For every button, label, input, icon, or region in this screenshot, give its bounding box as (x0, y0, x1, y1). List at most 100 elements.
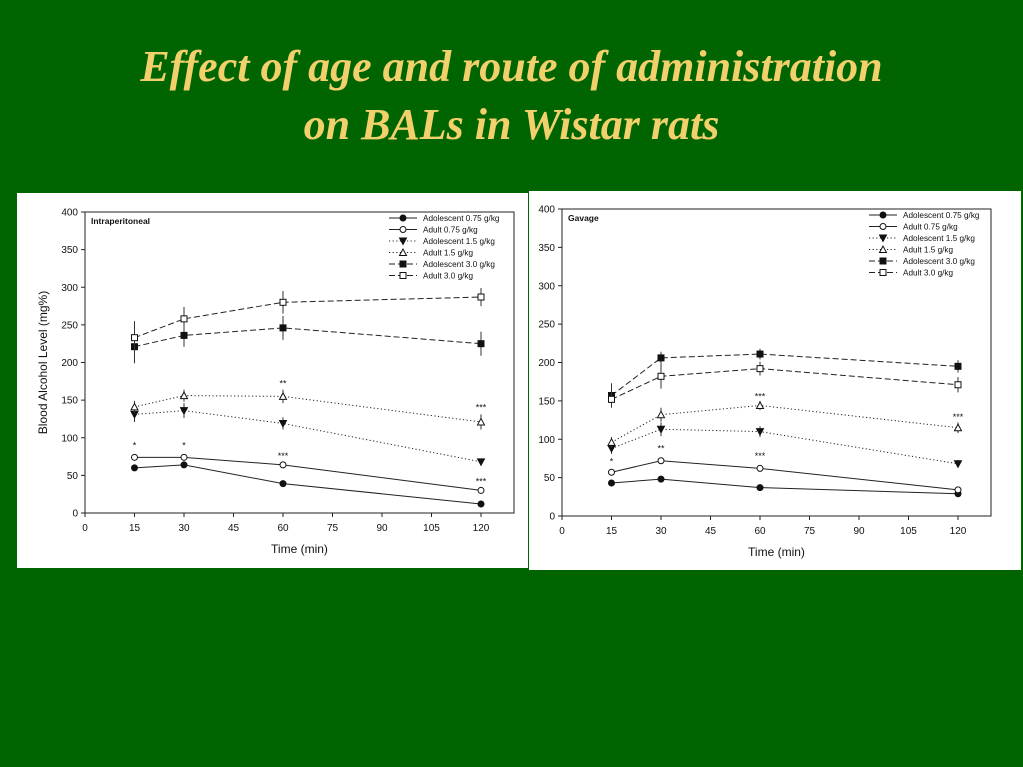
series-line (134, 456, 482, 491)
x-axis-title: Time (min) (748, 545, 805, 559)
legend-marker (879, 211, 887, 219)
series-line (611, 478, 959, 495)
legend-marker (878, 244, 888, 253)
y-tick-label: 250 (61, 320, 78, 331)
y-tick-label: 300 (538, 281, 555, 292)
legend-marker (398, 237, 408, 246)
data-point (477, 500, 485, 508)
series-line (134, 395, 482, 423)
x-tick-label: 60 (277, 523, 289, 534)
x-tick-label: 75 (327, 523, 339, 534)
y-tick-label: 150 (61, 396, 78, 407)
legend-label: Adolescent 1.5 g/kg (903, 234, 975, 243)
legend-marker (879, 223, 887, 230)
x-tick-label: 30 (655, 526, 667, 537)
series-5 (608, 361, 962, 408)
slide-title-line-2: on BALs in Wistar rats (303, 100, 720, 149)
series-1 (131, 453, 485, 494)
significance-marker: *** (278, 451, 289, 461)
data-point (279, 480, 287, 488)
legend-label: Adolescent 3.0 g/kg (423, 260, 495, 269)
legend-label: Adolescent 0.75 g/kg (903, 211, 980, 220)
data-point (278, 419, 288, 429)
series-line (611, 404, 959, 443)
significance-marker: ** (279, 379, 287, 389)
legend-label: Adult 1.5 g/kg (423, 249, 474, 258)
legend-marker (398, 247, 408, 256)
series-line (134, 327, 482, 348)
data-point (756, 484, 764, 492)
y-tick-label: 200 (538, 358, 555, 369)
slide-title-line-1: Effect of age and route of administratio… (140, 42, 883, 91)
data-point (131, 453, 138, 461)
significance-marker: *** (755, 451, 766, 461)
x-tick-label: 120 (473, 523, 490, 534)
data-point (608, 468, 615, 476)
series-5 (131, 288, 485, 355)
legend-marker (879, 269, 887, 276)
data-point (476, 417, 486, 426)
data-point (657, 354, 665, 362)
data-point (954, 486, 962, 494)
legend: Adolescent 0.75 g/kg Adult 0.75 g/kg Adole… (389, 214, 500, 281)
legend-label: Adult 0.75 g/kg (423, 226, 478, 235)
significance-marker: * (133, 440, 137, 450)
y-tick-label: 250 (538, 320, 555, 331)
data-point (756, 365, 764, 373)
y-axis-title: Blood Alcohol Level (mg%) (36, 291, 50, 434)
series-line (134, 464, 482, 505)
data-point (755, 400, 765, 409)
series-line (611, 460, 959, 491)
data-point (953, 460, 963, 469)
legend-label: Adolescent 3.0 g/kg (903, 257, 975, 266)
data-point (179, 391, 189, 400)
chart-panel-gavage: 0 50 100 150 200 250 300 350 400 0 15 30 45 60 75 90 105… (529, 191, 1021, 570)
data-point (476, 458, 486, 467)
data-point (954, 381, 962, 389)
data-point (279, 298, 287, 306)
legend-marker (399, 260, 407, 268)
y-tick-label: 400 (61, 208, 78, 219)
legend-label: Adult 3.0 g/kg (423, 272, 474, 281)
significance-marker: * (182, 440, 186, 450)
x-tick-label: 120 (950, 526, 967, 537)
data-point (756, 464, 764, 472)
y-tick-label: 100 (61, 433, 78, 444)
x-axis-title: Time (min) (271, 542, 328, 556)
x-tick-label: 0 (559, 526, 565, 537)
y-tick-label: 50 (544, 473, 556, 484)
x-tick-label: 45 (705, 526, 717, 537)
y-tick-label: 50 (67, 471, 79, 482)
y-tick-label: 350 (538, 243, 555, 254)
x-tick-label: 75 (804, 526, 816, 537)
significance-marker: *** (476, 476, 487, 486)
series-line (134, 410, 482, 463)
series-0 (131, 461, 485, 508)
significance-marker: *** (755, 391, 766, 401)
x-tick-label: 15 (129, 523, 141, 534)
legend-label: Adolescent 1.5 g/kg (423, 237, 495, 246)
chart-panel-intraperitoneal: 0 50 100 150 200 250 300 350 400 0 15 30 45 60 75 90 105… (17, 193, 528, 568)
legend-label: Adolescent 0.75 g/kg (423, 214, 500, 223)
significance-marker: *** (476, 403, 487, 413)
data-point (608, 395, 615, 403)
series-line (611, 353, 959, 396)
legend-marker (879, 257, 887, 265)
data-point (278, 391, 288, 400)
panel-label: Intraperitoneal (91, 216, 150, 226)
data-point (954, 362, 962, 370)
data-point (180, 331, 188, 339)
x-tick-label: 45 (228, 523, 240, 534)
significance-marker: *** (953, 412, 964, 422)
data-point (953, 423, 963, 432)
data-point (755, 428, 765, 437)
x-tick-label: 30 (178, 523, 190, 534)
series-2 (607, 422, 963, 469)
series-line (134, 296, 482, 339)
series-line (611, 428, 959, 465)
legend: Adolescent 0.75 g/kg Adult 0.75 g/kg Adole… (869, 211, 980, 278)
data-point (180, 461, 188, 469)
series-3 (607, 400, 963, 448)
data-point (607, 437, 616, 446)
y-tick-label: 300 (61, 283, 78, 294)
